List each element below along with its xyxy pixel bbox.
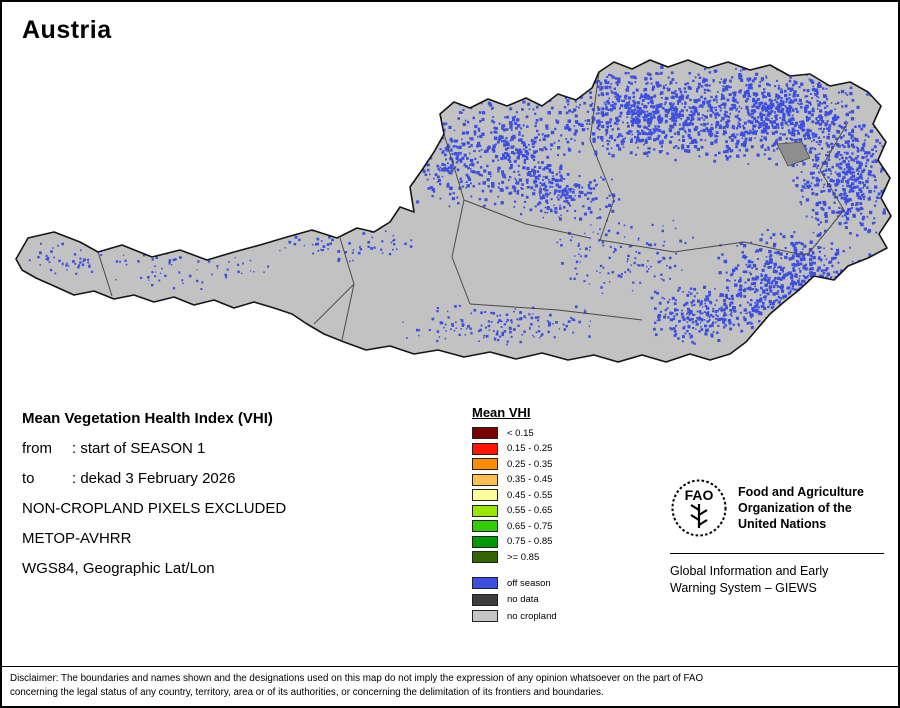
page-title: Austria [22, 16, 112, 44]
legend-title: Mean VHI [472, 405, 531, 420]
info-row: METOP-AVHRR [22, 530, 286, 547]
legend: Mean VHI < 0.15 0.15 - 0.25 0.25 - 0.35 0.3… [472, 405, 557, 626]
legend-row: 0.25 - 0.35 [472, 458, 557, 471]
legend-row: >= 0.85 [472, 551, 557, 564]
legend-row: 0.55 - 0.65 [472, 504, 557, 518]
map-info-block: Mean Vegetation Health Index (VHI) from:… [22, 410, 286, 590]
legend-swatch [472, 535, 498, 548]
legend-label: no cropland [507, 610, 557, 622]
legend-label: 0.15 - 0.25 [507, 443, 553, 455]
legend-label: 0.65 - 0.75 [507, 520, 553, 532]
info-row-value: NON-CROPLAND PIXELS EXCLUDED [22, 500, 287, 517]
legend-row: 0.15 - 0.25 [472, 442, 557, 456]
legend-label: no data [507, 594, 539, 605]
info-row-label: from [22, 440, 52, 457]
legend-row: 0.35 - 0.45 [472, 473, 557, 487]
info-row: from : start of SEASON 1 [22, 440, 286, 457]
fao-org-line: Food and Agriculture [738, 485, 864, 499]
legend-label: 0.45 - 0.55 [507, 489, 553, 501]
legend-row: < 0.15 [472, 427, 557, 440]
legend-extras: off season no data no cropland [472, 577, 557, 623]
legend-classes: < 0.15 0.15 - 0.25 0.25 - 0.35 0.35 - 0.45 0… [472, 427, 557, 564]
fao-org-line: United Nations [738, 517, 827, 531]
fao-divider [670, 553, 884, 554]
legend-row: 0.45 - 0.55 [472, 489, 557, 502]
giews-line: Warning System – GIEWS [670, 581, 817, 595]
legend-swatch [472, 593, 498, 606]
legend-label: < 0.15 [507, 427, 534, 439]
fao-block: FAO Food and Agriculture Organization of … [670, 479, 884, 597]
fao-org-name: Food and Agriculture Organization of the U… [738, 484, 864, 532]
legend-label: off season [507, 577, 551, 589]
legend-swatch [472, 577, 498, 589]
info-row-value: : start of SEASON 1 [72, 440, 206, 457]
giews-label: Global Information and Early Warning Syst… [670, 563, 884, 597]
province-borders [97, 71, 849, 341]
legend-swatch [472, 473, 498, 486]
legend-swatch [472, 489, 498, 502]
legend-label: 0.75 - 0.85 [507, 536, 553, 548]
legend-swatch [472, 442, 498, 455]
info-row: to : dekad 3 February 2026 [22, 470, 286, 487]
no-data-patch [776, 141, 811, 167]
info-row: WGS84, Geographic Lat/Lon [22, 560, 286, 577]
legend-swatch [472, 504, 498, 517]
legend-row: off season [472, 577, 557, 590]
svg-text:FAO: FAO [685, 487, 714, 503]
legend-label: 0.55 - 0.65 [507, 505, 553, 517]
legend-row: no data [472, 593, 557, 606]
info-heading: Mean Vegetation Health Index (VHI) [22, 410, 273, 427]
info-row-value: METOP-AVHRR [22, 530, 132, 547]
austria-outline [15, 59, 892, 363]
legend-label: 0.35 - 0.45 [507, 474, 553, 486]
fao-org-line: Organization of the [738, 501, 852, 515]
legend-row: no cropland [472, 610, 557, 623]
legend-swatch [472, 427, 498, 440]
legend-row: 0.65 - 0.75 [472, 520, 557, 533]
legend-label: 0.25 - 0.35 [507, 458, 553, 470]
legend-swatch [472, 610, 498, 622]
info-row-label: to [22, 470, 35, 487]
legend-swatch [472, 520, 498, 533]
disclaimer-line: concerning the legal status of any count… [10, 687, 604, 698]
disclaimer-line: Disclaimer: The boundaries and names sho… [10, 673, 704, 684]
austria-landmass [16, 60, 891, 362]
legend-swatch [472, 551, 498, 564]
giews-line: Global Information and Early [670, 564, 829, 578]
info-row: NON-CROPLAND PIXELS EXCLUDED [22, 500, 286, 517]
legend-label: >= 0.85 [507, 551, 540, 563]
info-rows: from : start of SEASON 1 to : dekad 3 Febru… [22, 440, 286, 577]
info-row-value: : dekad 3 February 2026 [72, 470, 236, 487]
legend-row: 0.75 - 0.85 [472, 535, 557, 549]
legend-swatch [472, 458, 498, 471]
off-season-pixels [26, 62, 891, 346]
fao-logo: FAO [671, 479, 727, 537]
disclaimer: Disclaimer: The boundaries and names sho… [2, 666, 898, 706]
info-row-value: WGS84, Geographic Lat/Lon [22, 560, 215, 577]
